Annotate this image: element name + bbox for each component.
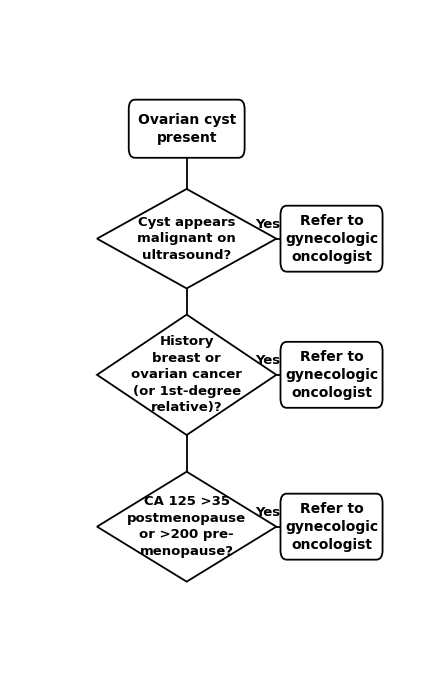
Text: Yes: Yes bbox=[255, 506, 280, 519]
FancyBboxPatch shape bbox=[280, 205, 383, 272]
Text: Cyst appears
malignant on
ultrasound?: Cyst appears malignant on ultrasound? bbox=[138, 216, 236, 262]
Polygon shape bbox=[97, 472, 276, 581]
Text: History
breast or
ovarian cancer
(or 1st-degree
relative)?: History breast or ovarian cancer (or 1st… bbox=[131, 335, 242, 414]
FancyBboxPatch shape bbox=[280, 342, 383, 408]
FancyBboxPatch shape bbox=[129, 100, 245, 158]
Text: Refer to
gynecologic
oncologist: Refer to gynecologic oncologist bbox=[285, 214, 378, 264]
Text: Refer to
gynecologic
oncologist: Refer to gynecologic oncologist bbox=[285, 350, 378, 400]
Text: Yes: Yes bbox=[255, 218, 280, 231]
FancyBboxPatch shape bbox=[280, 494, 383, 560]
Text: CA 125 >35
postmenopause
or >200 pre-
menopause?: CA 125 >35 postmenopause or >200 pre- me… bbox=[127, 496, 246, 558]
Polygon shape bbox=[97, 315, 276, 435]
Text: Yes: Yes bbox=[255, 354, 280, 367]
Text: Ovarian cyst
present: Ovarian cyst present bbox=[138, 112, 236, 145]
Polygon shape bbox=[97, 189, 276, 288]
Text: Refer to
gynecologic
oncologist: Refer to gynecologic oncologist bbox=[285, 502, 378, 551]
